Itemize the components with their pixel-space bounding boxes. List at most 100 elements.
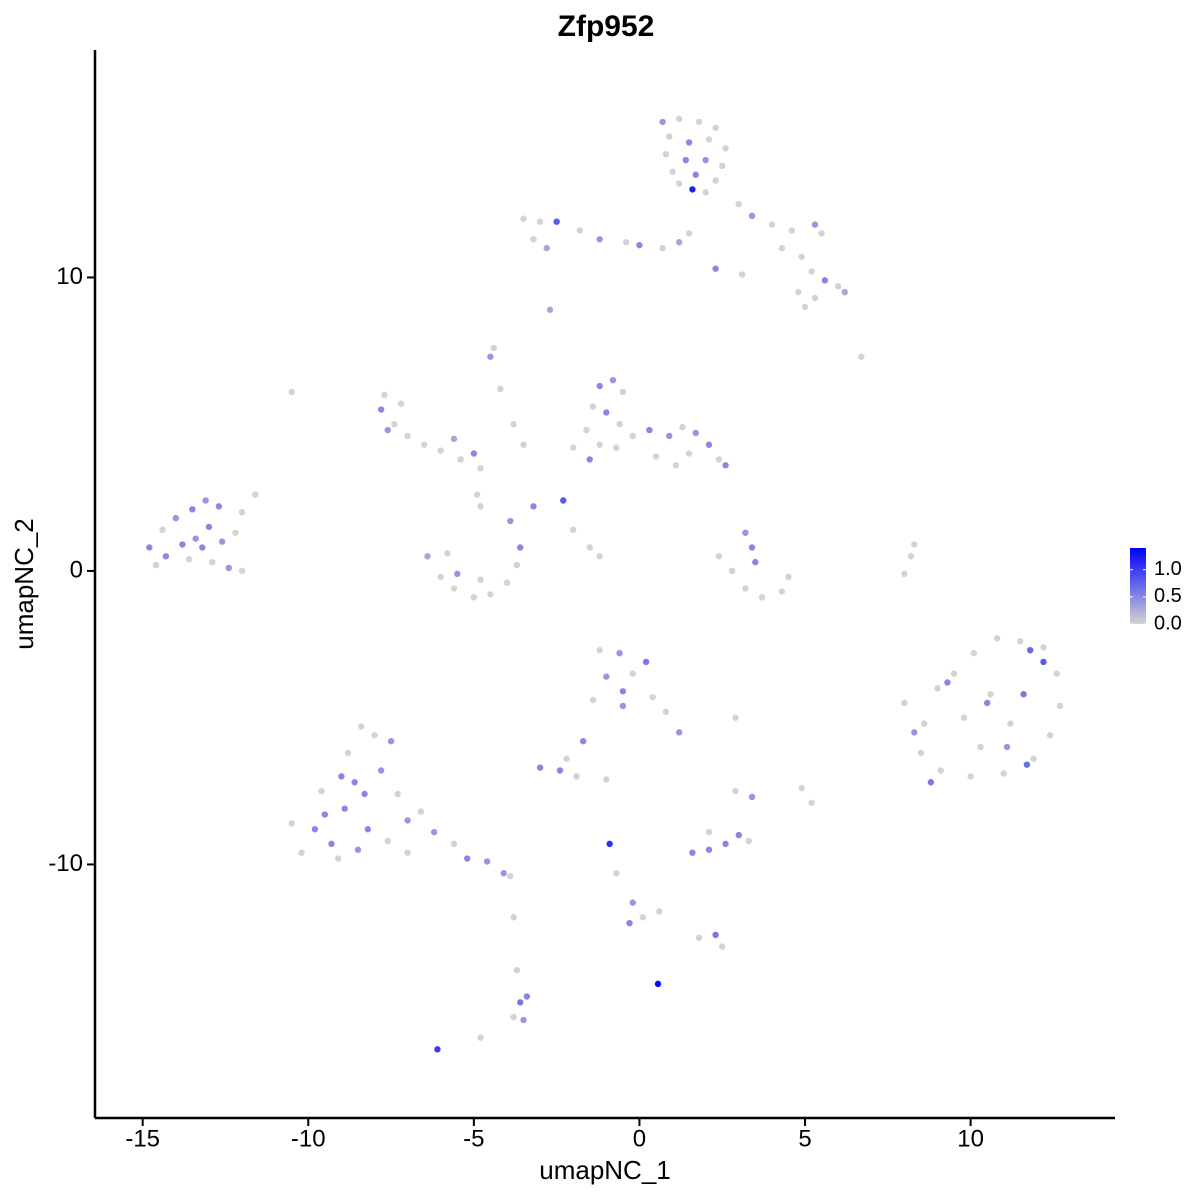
y-tick-label: 0 [70, 556, 83, 583]
point [384, 837, 391, 845]
point [629, 670, 637, 677]
point [464, 855, 471, 862]
point [404, 849, 411, 856]
point [238, 567, 246, 575]
point [523, 993, 531, 1000]
point [666, 432, 673, 440]
point [692, 171, 699, 178]
point [420, 441, 428, 448]
point [934, 685, 941, 692]
point [377, 767, 385, 774]
point [778, 244, 786, 252]
point [576, 227, 584, 234]
point [507, 517, 514, 525]
point [334, 855, 342, 862]
point [622, 239, 630, 246]
x-tick-label: 0 [633, 1125, 646, 1152]
point [394, 790, 401, 798]
point [675, 729, 683, 736]
point [560, 497, 567, 504]
point [546, 306, 554, 313]
point [1020, 691, 1027, 698]
point [199, 544, 206, 551]
point [361, 790, 368, 798]
point [917, 749, 925, 757]
point [619, 688, 627, 695]
point [685, 450, 693, 457]
point [705, 136, 713, 143]
x-tick-label: -15 [125, 1125, 160, 1152]
point [603, 673, 610, 680]
point [387, 737, 395, 745]
point [742, 585, 749, 592]
point [685, 139, 693, 146]
point [702, 156, 709, 164]
point [473, 491, 481, 498]
point [589, 696, 597, 704]
point [596, 441, 603, 448]
point [338, 773, 345, 780]
point [613, 444, 620, 451]
point [358, 723, 365, 730]
point [911, 541, 918, 548]
point [742, 529, 749, 536]
point [705, 828, 713, 836]
point [719, 162, 726, 170]
point [497, 385, 504, 393]
point [695, 118, 703, 126]
y-axis-label: umapNC_2 [9, 518, 39, 650]
point [437, 447, 444, 454]
point [1030, 755, 1037, 762]
point [424, 553, 431, 560]
point [907, 553, 915, 560]
point [341, 805, 348, 812]
point [785, 573, 792, 581]
point [927, 779, 935, 786]
point [209, 558, 216, 566]
point [477, 1034, 484, 1041]
point [563, 755, 570, 762]
point [732, 714, 739, 721]
point [586, 456, 593, 463]
point [321, 811, 329, 818]
point [583, 426, 590, 434]
point [596, 553, 603, 560]
point [712, 931, 719, 939]
colorbar [1130, 548, 1146, 624]
point [570, 526, 577, 534]
chart-title: Zfp952 [558, 10, 655, 43]
point [288, 388, 295, 396]
point [377, 406, 385, 413]
point [685, 230, 693, 237]
point [454, 570, 461, 578]
point [603, 776, 610, 783]
point [579, 737, 587, 745]
point [503, 579, 511, 586]
point [977, 743, 984, 751]
point [500, 870, 507, 877]
point [798, 253, 805, 261]
point [225, 564, 232, 572]
point [218, 538, 226, 545]
point [642, 658, 650, 666]
point [662, 708, 670, 716]
point [646, 426, 653, 434]
point [1003, 743, 1011, 751]
point [728, 567, 736, 575]
point [619, 388, 627, 396]
point [818, 230, 825, 237]
point [430, 828, 438, 836]
point [788, 227, 795, 234]
point [450, 840, 458, 848]
point [944, 679, 951, 686]
point [513, 966, 521, 974]
point [159, 526, 166, 534]
point [705, 846, 713, 853]
point [397, 400, 405, 407]
point [444, 550, 451, 557]
point [1000, 770, 1007, 777]
x-tick-label: 10 [957, 1125, 984, 1152]
point [354, 846, 362, 853]
point [778, 588, 786, 595]
point [457, 456, 464, 463]
